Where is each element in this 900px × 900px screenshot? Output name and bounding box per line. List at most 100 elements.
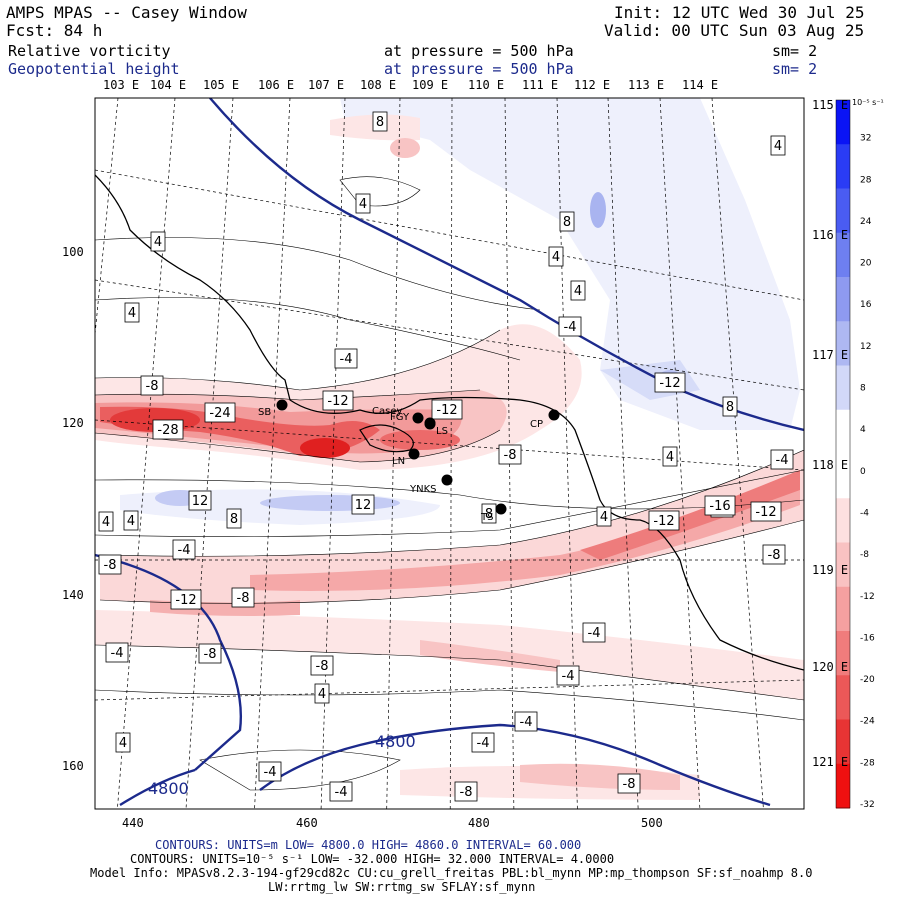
top-longitude-label: 103 E: [103, 78, 140, 92]
field1-name: Relative vorticity: [8, 42, 171, 60]
station-marker: [408, 448, 420, 460]
right-longitude-label: 121 E: [812, 755, 849, 769]
contour-label-box: [596, 506, 612, 527]
contour-label-box: [170, 589, 202, 610]
contour-label-box: [454, 781, 478, 802]
contour-label: 4: [666, 450, 674, 465]
x-axis-label: 480: [468, 816, 490, 830]
contour-label-box: [548, 246, 564, 267]
contour-label-box: [329, 781, 353, 802]
colorbar-swatch: [836, 188, 850, 234]
colorbar-tick-label: -28: [860, 758, 875, 768]
contour-label-box: [770, 135, 786, 156]
top-longitude-label: 113 E: [628, 78, 665, 92]
colorbar-swatch: [836, 100, 850, 145]
contour-label-box: [617, 773, 641, 794]
top-longitude-label: 108 E: [360, 78, 397, 92]
coastline-island: [359, 424, 414, 453]
top-longitude-label: 106 E: [258, 78, 295, 92]
contour-label-box: [514, 711, 538, 732]
plot-frame: [94, 97, 805, 810]
colorbar-swatch: [836, 586, 850, 632]
colorbar-swatch: [836, 232, 850, 278]
contour-label: -8: [237, 591, 250, 606]
contour-label: -8: [204, 647, 217, 662]
contour-label: 8: [485, 507, 493, 522]
colorbar-swatch: [836, 631, 850, 676]
coastline: [95, 174, 804, 671]
contour-label: -4: [588, 626, 601, 641]
top-longitude-label: 110 E: [468, 78, 505, 92]
contour-label-box: [431, 399, 463, 420]
x-axis-label: 500: [641, 816, 663, 830]
contour-label-box: [662, 446, 678, 467]
contour-label: 8: [230, 512, 238, 527]
colorbar-swatch: [836, 409, 850, 455]
contour-label: -8: [623, 777, 636, 792]
top-longitude-label: 112 E: [574, 78, 611, 92]
station-marker: [441, 474, 453, 486]
y-axis-label: 100: [62, 245, 84, 259]
station-label: FGY: [390, 412, 410, 423]
contour-label-box: [559, 211, 575, 232]
colorbar-swatch: [836, 763, 850, 809]
contour-label-box: [355, 193, 371, 214]
contour-label: -4: [264, 765, 277, 780]
colorbar-tick-label: 8: [860, 384, 866, 394]
top-longitude-label: 111 E: [522, 78, 559, 92]
contour-label-box: [152, 419, 184, 440]
colorbar-tick-label: 16: [860, 300, 872, 310]
contour-label-box: [105, 642, 129, 663]
top-longitude-label: 105 E: [203, 78, 240, 92]
y-axis-label: 140: [62, 588, 84, 602]
map-title: AMPS MPAS -- Casey Window: [6, 3, 247, 22]
right-longitude-label: 120 E: [812, 660, 849, 674]
right-longitude-label: 116 E: [812, 228, 849, 242]
top-longitude-label: 114 E: [682, 78, 719, 92]
colorbar-tick-label: -12: [860, 592, 875, 602]
contour-label: -4: [111, 646, 124, 661]
contour-label: 12: [355, 498, 372, 513]
station-label: Casey: [372, 406, 402, 417]
contour-label: -4: [340, 352, 353, 367]
contour-label-box: [558, 316, 582, 337]
colorbar-tick-label: 12: [860, 342, 871, 352]
height-label: 4800: [375, 732, 416, 751]
contour-label-box: [172, 539, 196, 560]
contour-labels: 8 4 4 8 4 4 4 -4 4 -4 -8 -24 -28 -12 -12 -8 4 -12 8 -4 -8 12 8…: [98, 111, 794, 802]
contour-label: -12: [436, 403, 457, 418]
colorbar-frame: [835, 99, 851, 809]
contour-label-box: [498, 444, 522, 465]
contour-label: 12: [192, 494, 209, 509]
contour-label: -8: [768, 548, 781, 563]
station-marker: [412, 412, 424, 424]
contour-label: -16: [709, 499, 730, 514]
field2-smoothing: sm= 2: [772, 60, 818, 78]
contour-label-box: [123, 510, 139, 531]
contour-label-box: [98, 554, 122, 575]
colorbar-swatch: [836, 277, 850, 322]
contour-label-box: [471, 732, 495, 753]
footer-model-info-2: LW:rrtmg_lw SW:rrtmg_sw SFLAY:sf_mynn: [268, 880, 536, 894]
colorbar-swatch: [836, 144, 850, 189]
contour-label-box: [98, 511, 114, 532]
contour-label-box: [481, 503, 497, 524]
top-longitude-label: 104 E: [150, 78, 187, 92]
right-longitude-label: 117 E: [812, 348, 849, 362]
valid-time: Valid: 00 UTC Sun 03 Aug 25: [604, 21, 865, 40]
colorbar-tick-label: 0: [860, 467, 866, 477]
field2-name: Geopotential height: [8, 60, 180, 78]
contour-label-box: [115, 732, 131, 753]
contour-label-box: [654, 372, 686, 393]
top-longitude-label: 109 E: [412, 78, 449, 92]
station-marker: [424, 418, 436, 430]
contour-label: -24: [209, 406, 230, 421]
x-axis-label: 460: [296, 816, 318, 830]
field1-level: at pressure = 500 hPa: [384, 42, 574, 60]
contour-label: -12: [755, 505, 776, 520]
colorbar-tick-label: -20: [860, 675, 875, 685]
contour-label-box: [204, 402, 236, 423]
contour-label: -28: [157, 423, 178, 438]
contour-label-box: [314, 683, 330, 704]
height-contours: [95, 98, 804, 807]
